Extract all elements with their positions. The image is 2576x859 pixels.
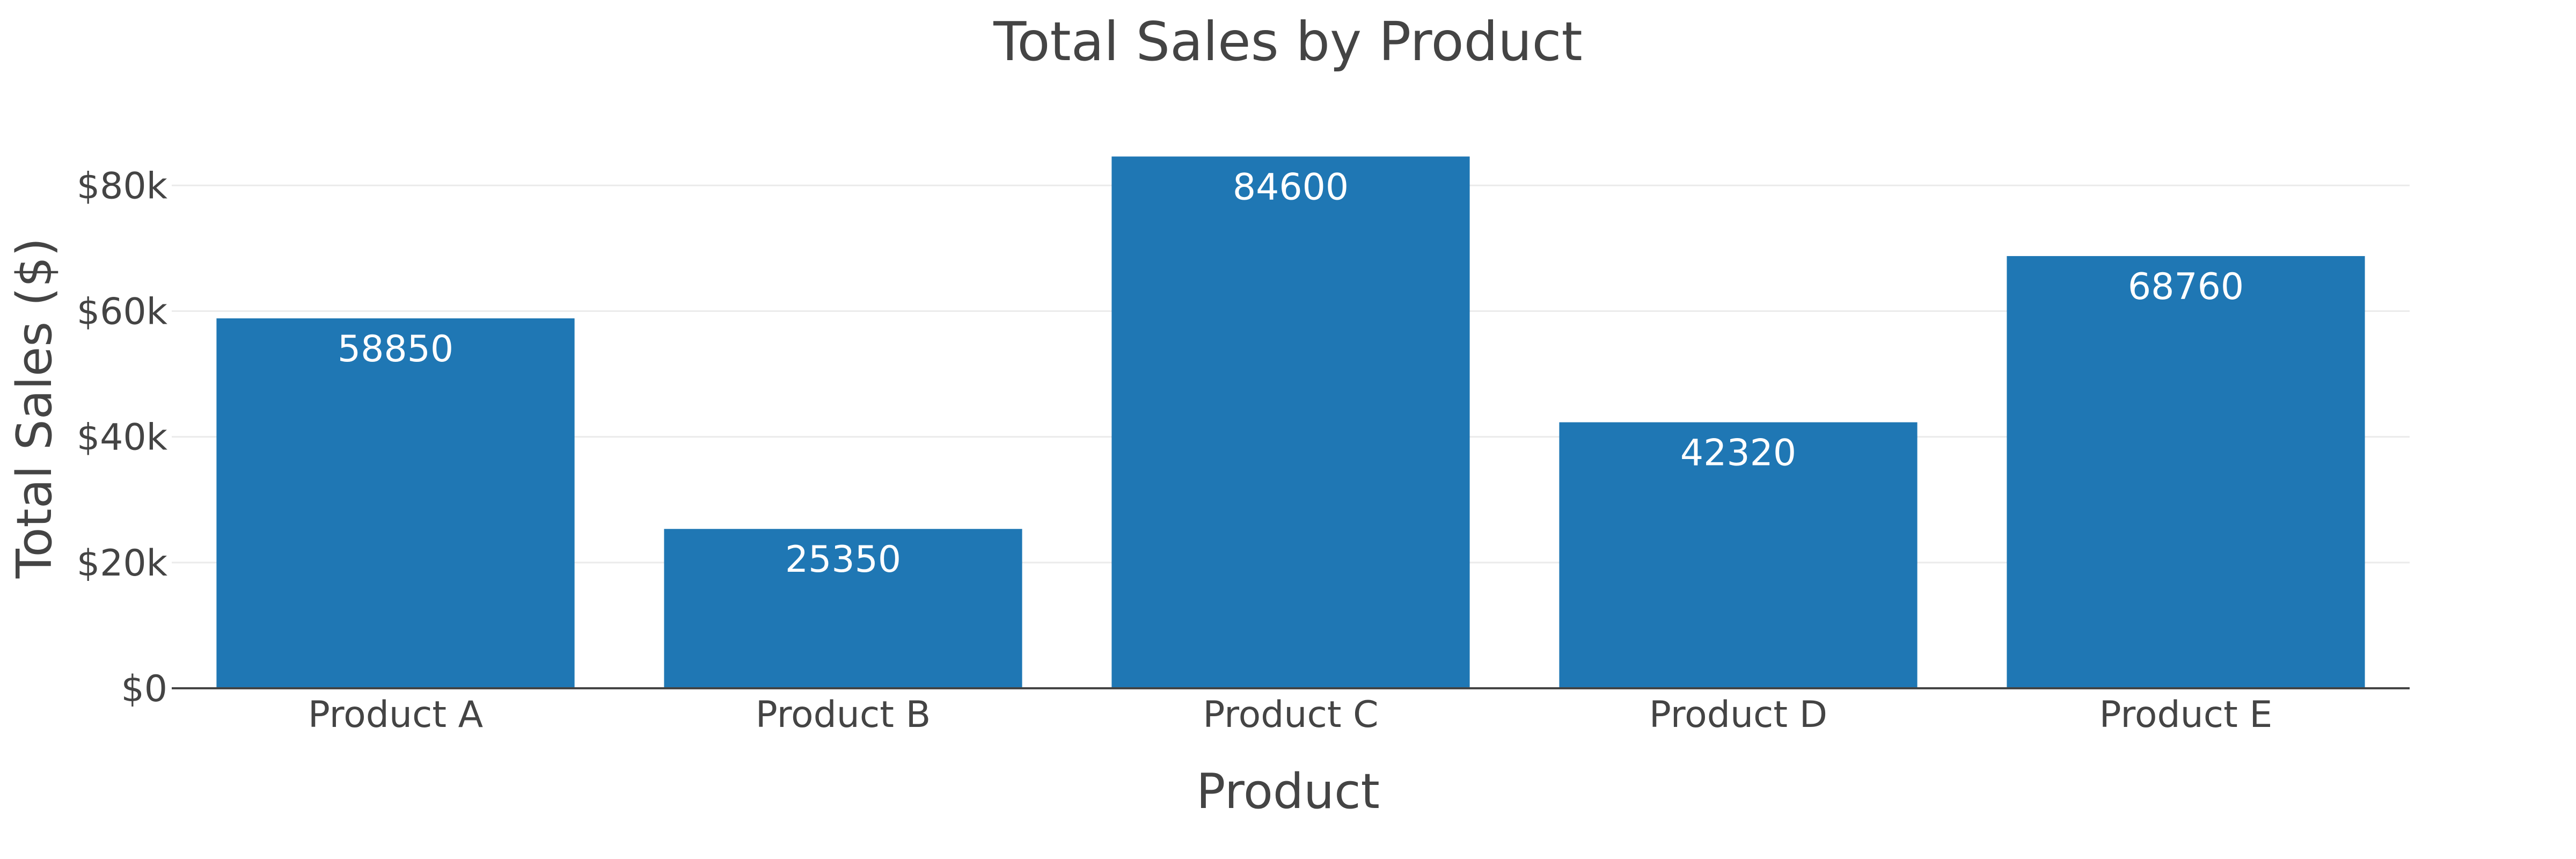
bar[interactable] [1111, 156, 1470, 688]
bar-value-label: 68760 [2128, 266, 2244, 308]
bar[interactable] [664, 529, 1022, 688]
bar[interactable] [216, 318, 575, 688]
x-tick-label: Product E [2099, 694, 2273, 736]
bar-value-label: 84600 [1233, 166, 1349, 209]
bar-value-label: 58850 [338, 328, 453, 370]
y-tick-label: $0 [121, 668, 167, 710]
x-tick-label: Product C [1203, 694, 1378, 736]
y-tick-label: $40k [77, 417, 168, 459]
y-tick-label: $80k [77, 165, 168, 207]
x-tick-label: Product B [756, 694, 931, 736]
label-layer: $0 $20k $40k $60k $80k 58850 Product A 25350 Pro… [77, 165, 2273, 736]
chart-title: Total Sales by Product [993, 10, 1582, 73]
y-tick-label: $60k [77, 291, 168, 333]
x-tick-label: Product D [1649, 694, 1827, 736]
bar-value-label: 42320 [1680, 432, 1796, 475]
bar-value-label: 25350 [785, 538, 901, 581]
bar-layer [216, 156, 2365, 689]
y-axis-title: Total Sales ($) [6, 238, 63, 579]
bar[interactable] [1559, 422, 1918, 688]
x-tick-label: Product A [308, 694, 483, 736]
x-axis-title: Product [1196, 763, 1380, 820]
bar[interactable] [2007, 256, 2365, 689]
y-tick-label: $20k [77, 542, 168, 585]
